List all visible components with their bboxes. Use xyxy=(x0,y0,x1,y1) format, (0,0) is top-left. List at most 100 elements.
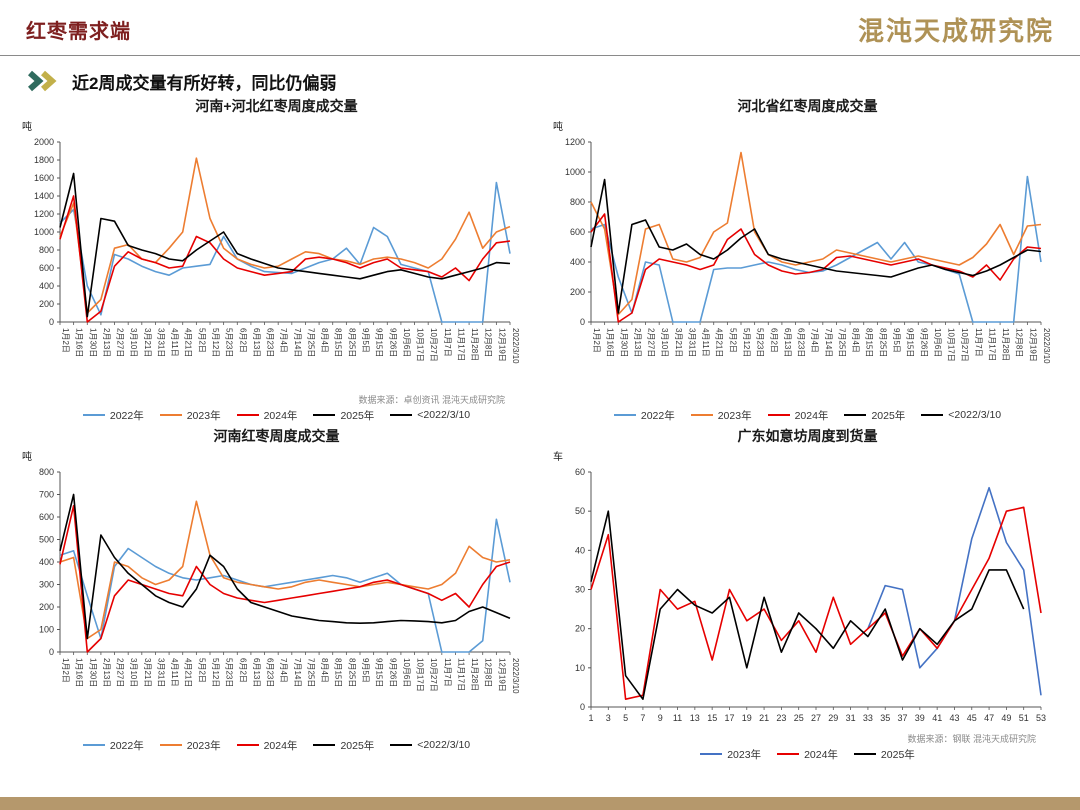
x-tick-label: 8月4日 xyxy=(851,328,860,353)
x-tick-label: 33 xyxy=(863,713,873,723)
y-tick-label: 100 xyxy=(39,625,54,635)
legend-swatch xyxy=(236,744,259,746)
charts-grid: 河南+河北红枣周度成交量吨 0 200 400 600 800 1000 1200 1400 16… xyxy=(0,94,1080,763)
legend-swatch xyxy=(82,414,105,416)
x-tick-label: 1月16日 xyxy=(606,328,615,357)
legend-item: 2024年 xyxy=(236,738,298,753)
y-tick-label: 600 xyxy=(570,227,585,237)
legend-label: <2022/3/10 xyxy=(417,739,471,751)
legend-label: 2024年 xyxy=(263,739,298,752)
x-tick-label: 10月6日 xyxy=(402,658,411,687)
x-tick-label: 6月2日 xyxy=(238,328,247,353)
y-tick-label: 1200 xyxy=(34,209,54,219)
chart-legend: 2022年 2023年 2024年 2025年 <2022/3/10 xyxy=(14,406,539,424)
x-tick-label: 3月31日 xyxy=(688,328,697,357)
x-tick-label: 35 xyxy=(880,713,890,723)
x-tick-label: 1月2日 xyxy=(592,328,601,353)
x-tick-label: 3月21日 xyxy=(143,658,152,687)
legend-label: 2025年 xyxy=(340,409,375,422)
x-tick-label: 7月25日 xyxy=(307,658,316,687)
y-tick-label: 60 xyxy=(575,467,585,477)
x-tick-label: 31 xyxy=(846,713,856,723)
legend-item: 2022年 xyxy=(613,408,675,423)
chart-title: 河南红枣周度成交量 xyxy=(213,428,340,444)
x-tick-label: 37 xyxy=(897,713,907,723)
legend-swatch xyxy=(690,414,713,416)
chart-legend: 2022年 2023年 2024年 2025年 <2022/3/10 xyxy=(14,736,539,754)
legend-label: 2023年 xyxy=(186,739,221,752)
legend-swatch xyxy=(390,414,413,416)
x-tick-label: 1月16日 xyxy=(75,658,84,687)
x-tick-label: 51 xyxy=(1019,713,1029,723)
legend-swatch xyxy=(700,753,723,755)
legend-item: 2025年 xyxy=(313,408,374,423)
y-tick-label: 600 xyxy=(39,512,54,522)
y-tick-label: 0 xyxy=(49,647,54,657)
x-tick-label: 1月30日 xyxy=(88,658,97,687)
series-line-2025年 xyxy=(590,510,1025,700)
legend-swatch xyxy=(313,744,336,746)
y-tick-label: 1000 xyxy=(34,227,54,237)
x-tick-label: 11 xyxy=(673,713,682,723)
x-tick-label: 5月2日 xyxy=(197,328,206,353)
double-chevron-icon xyxy=(28,70,57,92)
x-tick-label: 5月2日 xyxy=(728,328,737,353)
y-tick-label: 500 xyxy=(39,535,54,545)
legend-label: 2022年 xyxy=(109,409,144,422)
series-line-2023年 xyxy=(59,157,511,314)
chart-title: 河北省红枣周度成交量 xyxy=(737,98,878,114)
x-tick-label: 1月2日 xyxy=(61,328,70,353)
x-tick-label: 7月4日 xyxy=(279,328,288,353)
series-line-2024年 xyxy=(590,506,1042,700)
y-tick-label: 800 xyxy=(570,197,585,207)
x-tick-label: 10月6日 xyxy=(933,328,942,357)
y-axis-unit-label: 车 xyxy=(553,450,563,463)
x-tick-label: 3月21日 xyxy=(674,328,683,357)
x-tick-label: 7月14日 xyxy=(824,328,833,357)
y-tick-label: 1400 xyxy=(34,191,54,201)
x-tick-label: 10月27日 xyxy=(429,328,438,362)
legend-label: <2022/3/10 xyxy=(417,409,471,421)
legend-label: 2024年 xyxy=(263,409,298,422)
legend-swatch xyxy=(777,753,800,755)
x-tick-label: 6月13日 xyxy=(783,328,792,357)
x-tick-label: 13 xyxy=(690,713,700,723)
x-tick-label: 8月4日 xyxy=(320,658,329,683)
x-tick-label: 10月27日 xyxy=(960,328,969,362)
x-tick-label: 6月2日 xyxy=(238,658,247,683)
x-tick-label: 17 xyxy=(724,713,734,723)
y-tick-label: 2000 xyxy=(34,137,54,147)
y-tick-label: 1000 xyxy=(565,167,585,177)
x-tick-label: 9月5日 xyxy=(361,328,370,353)
series-line-2024年 xyxy=(59,195,511,323)
series-line-2025年 xyxy=(590,178,1042,314)
x-tick-label: 11月28日 xyxy=(470,328,479,361)
legend-label: 2023年 xyxy=(717,409,752,422)
x-tick-label: 8月15日 xyxy=(334,658,343,687)
legend-item: 2022年 xyxy=(82,738,144,753)
x-tick-label: 11月17日 xyxy=(988,328,997,361)
series-line-2023年 xyxy=(867,486,1042,696)
x-tick-label: 6月13日 xyxy=(252,658,261,687)
legend-label: 2024年 xyxy=(804,748,838,761)
x-tick-label: 7月14日 xyxy=(293,328,302,357)
x-tick-label: 49 xyxy=(1001,713,1011,723)
x-tick-label: 5月12日 xyxy=(742,328,751,357)
x-tick-label: 2022/3/10 xyxy=(1042,328,1051,364)
subtitle-row: 近2周成交量有所好转，同比仍偏弱 xyxy=(0,56,1080,94)
x-tick-label: 25 xyxy=(794,713,804,723)
chart-source xyxy=(14,723,539,736)
x-tick-label: 6月23日 xyxy=(797,328,806,357)
chart-guangdong-ruyifang-arrivals: 广东如意坊周度到货量车 0 10 20 30 40 50 60 1 3 5 7 9 11 13 15 17 19 2… xyxy=(545,426,1070,763)
y-tick-label: 700 xyxy=(39,490,54,500)
x-tick-label: 47 xyxy=(984,713,994,723)
x-tick-label: 4月21日 xyxy=(184,658,193,687)
x-tick-label: 11月17日 xyxy=(457,328,466,361)
x-tick-label: 10月6日 xyxy=(402,328,411,357)
x-tick-label: 9月26日 xyxy=(388,658,397,687)
legend-label: 2025年 xyxy=(340,739,375,752)
y-axis-unit-label: 吨 xyxy=(22,120,32,133)
x-tick-label: 12月19日 xyxy=(497,328,506,362)
series-line-2025年 xyxy=(59,493,511,640)
